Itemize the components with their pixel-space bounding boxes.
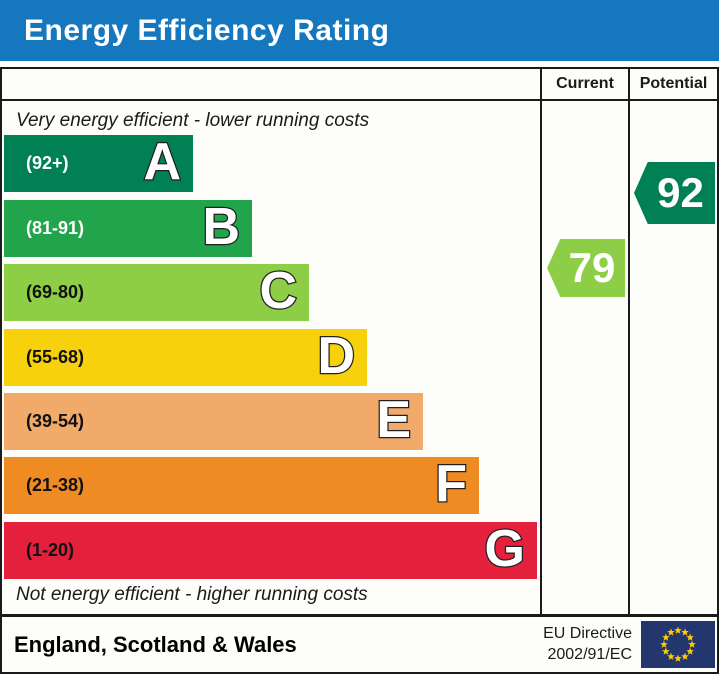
band-a-range: (92+) (26, 153, 69, 173)
potential-rating-value: 92 (657, 169, 704, 216)
band-c: (69-80) C (4, 261, 309, 321)
eu-directive-line1: EU Directive (543, 624, 632, 642)
potential-rating-arrow: 92 (634, 162, 715, 224)
band-g-letter: G (483, 519, 526, 578)
current-column-header: Current (540, 69, 628, 99)
potential-column-header: Potential (628, 69, 717, 99)
band-e-letter: E (375, 390, 412, 449)
band-f-letter: F (434, 454, 468, 513)
band-a-letter: A (142, 132, 182, 191)
current-rating-column: 79 (540, 101, 628, 614)
current-rating-value: 79 (568, 244, 616, 291)
region-label: England, Scotland & Wales (14, 631, 297, 657)
band-f: (21-38) F (4, 454, 479, 514)
current-rating-arrow: 79 (547, 239, 625, 297)
band-b-range: (81-91) (26, 218, 85, 238)
band-d-range: (55-68) (26, 347, 85, 367)
table-header-row: Current Potential (2, 69, 717, 101)
band-e-range: (39-54) (26, 411, 85, 431)
band-e: (39-54) E (4, 390, 423, 450)
band-c-range: (69-80) (26, 282, 85, 302)
eu-flag-icon (641, 621, 715, 668)
band-chart-area: Very energy efficient - lower running co… (2, 101, 540, 614)
page-title: Energy Efficiency Rating (24, 13, 390, 47)
eu-directive-line2: 2002/91/EC (547, 645, 632, 663)
band-d: (55-68) D (4, 326, 367, 386)
caption-very-efficient: Very energy efficient - lower running co… (16, 110, 370, 131)
band-f-range: (21-38) (26, 475, 85, 495)
eu-directive-label: EU Directive 2002/91/EC (543, 624, 632, 666)
band-b: (81-91) B (4, 197, 252, 257)
band-b-letter: B (201, 197, 241, 256)
table-body: Very energy efficient - lower running co… (2, 101, 717, 614)
caption-not-efficient: Not energy efficient - higher running co… (16, 584, 368, 605)
rating-table: Current Potential Very energy efficient … (0, 67, 719, 674)
band-d-letter: D (316, 326, 356, 385)
band-g: (1-20) G (4, 519, 537, 579)
chart-header-cell (2, 69, 540, 99)
title-bar: Energy Efficiency Rating (0, 0, 719, 61)
band-g-range: (1-20) (26, 540, 75, 560)
potential-rating-column: 92 (628, 101, 717, 614)
band-a: (92+) A (4, 132, 193, 192)
band-c-letter: C (258, 261, 298, 320)
table-footer: England, Scotland & Wales EU Directive 2… (2, 614, 717, 672)
